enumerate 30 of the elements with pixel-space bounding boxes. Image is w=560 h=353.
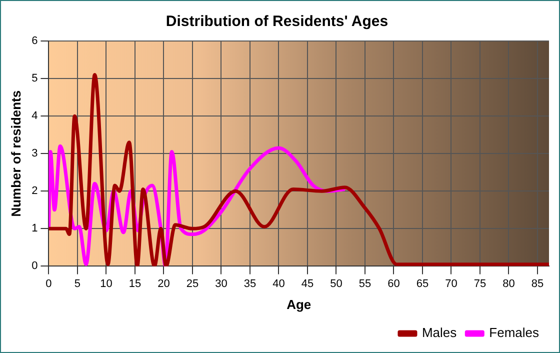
x-tick-label: 65 bbox=[416, 278, 429, 290]
legend-label: Females bbox=[489, 325, 540, 340]
x-tick-label: 80 bbox=[502, 278, 515, 290]
x-tick-label: 15 bbox=[128, 278, 142, 290]
y-tick-label: 6 bbox=[32, 35, 38, 48]
x-tick-label: 50 bbox=[330, 278, 342, 290]
x-tick-label: 0 bbox=[46, 278, 52, 290]
x-tick-label: 85 bbox=[531, 278, 544, 290]
x-tick-label: 60 bbox=[388, 278, 400, 290]
legend-label: Males bbox=[422, 325, 458, 340]
x-tick-label: 5 bbox=[74, 278, 81, 290]
y-tick-label: 4 bbox=[32, 110, 38, 122]
x-tick-label: 35 bbox=[244, 278, 256, 290]
x-tick-label: 45 bbox=[301, 278, 314, 290]
x-axis-title: Age bbox=[286, 296, 312, 312]
y-tick-label: 2 bbox=[32, 185, 38, 198]
y-tick-label: 0 bbox=[32, 260, 38, 272]
y-tick-label: 5 bbox=[32, 72, 38, 85]
x-tick-label: 20 bbox=[158, 278, 170, 290]
x-tick-label: 30 bbox=[215, 278, 228, 290]
y-tick-label: 3 bbox=[32, 148, 38, 160]
x-tick-label: 10 bbox=[100, 278, 112, 290]
x-tick-label: 40 bbox=[272, 278, 285, 290]
x-tick-label: 75 bbox=[474, 278, 486, 290]
x-tick-label: 55 bbox=[358, 278, 372, 290]
x-tick-label: 25 bbox=[186, 278, 199, 290]
chart-title: Distribution of Residents' Ages bbox=[166, 13, 388, 30]
y-tick-label: 1 bbox=[32, 222, 38, 235]
x-tick-label: 70 bbox=[445, 278, 458, 290]
y-axis-title: Number of residents bbox=[8, 90, 24, 217]
